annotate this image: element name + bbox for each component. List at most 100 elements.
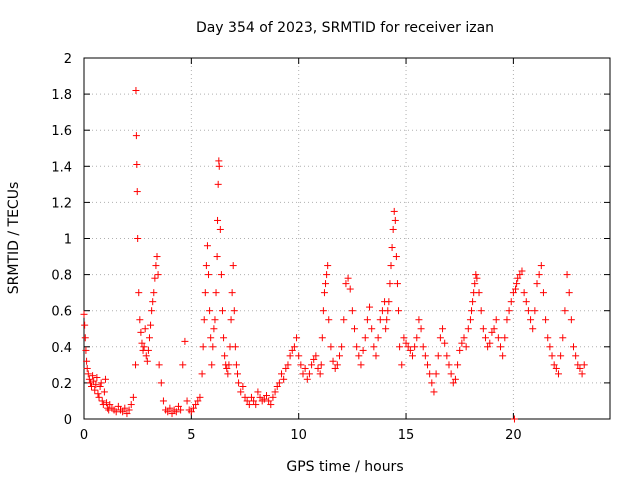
data-point [542,316,550,324]
data-point [348,307,356,315]
data-point [384,307,392,315]
y-tick-label: 0.2 [51,377,72,392]
data-point [142,352,150,360]
data-point [400,334,408,342]
data-point [183,397,191,405]
data-point [439,325,447,333]
data-point [548,352,556,360]
data-point [368,325,376,333]
data-point [533,280,541,288]
data-point [402,339,410,347]
data-point [441,339,449,347]
data-point [363,316,371,324]
data-point [308,361,316,369]
x-tick-label: 20 [505,428,522,443]
y-tick-label: 2 [64,52,72,67]
data-point [280,375,288,383]
data-point [241,393,249,401]
data-point [201,289,209,297]
y-tick-label: 0.8 [51,269,72,284]
data-point [426,370,434,378]
data-point [322,280,330,288]
data-point [273,383,281,391]
data-point [83,364,91,372]
data-point [140,343,148,351]
data-point [329,357,337,365]
data-point [220,334,228,342]
data-point [353,343,361,351]
data-point [518,267,526,275]
x-tick-label: 15 [398,428,415,443]
plot-frame [83,57,611,420]
data-point [522,298,530,306]
data-point [215,162,223,170]
data-point [576,364,584,372]
data-point [254,388,262,396]
data-point [200,316,208,324]
data-point [462,343,470,351]
data-point [112,408,120,416]
data-point [432,370,440,378]
data-point [166,404,174,412]
data-point [202,262,210,270]
data-point [464,325,472,333]
data-point [288,346,296,354]
y-tick-label: 1.4 [51,160,72,175]
y-axis: 0 0.2 0.4 0.6 0.8 1 1.2 1.4 1.6 1.8 2 [51,52,610,428]
data-point [90,377,98,385]
data-point [145,334,153,342]
data-point [174,402,182,410]
data-point [505,307,513,315]
data-point [301,364,309,372]
data-point [411,343,419,351]
data-point [346,285,354,293]
data-point [125,406,133,414]
data-point [227,316,235,324]
data-point [370,343,378,351]
data-point [229,262,237,270]
data-point [529,325,537,333]
data-point [565,289,573,297]
data-point [434,352,442,360]
data-point [225,361,233,369]
data-point [338,343,346,351]
data-point [207,334,215,342]
data-point [95,393,103,401]
data-point [421,352,429,360]
data-point [149,298,157,306]
data-point [524,307,532,315]
data-point [239,383,247,391]
data-point [168,410,176,418]
data-point [393,280,401,288]
data-point [316,370,324,378]
data-point [392,253,400,261]
data-point [208,361,216,369]
data-point [413,334,421,342]
data-point [317,361,325,369]
data-point [164,408,172,416]
data-point [503,316,511,324]
data-point [216,225,224,233]
data-point [147,321,155,329]
data-point [490,325,498,333]
data-point [514,274,522,282]
data-point [516,271,524,279]
y-tick-label: 0.4 [51,341,72,356]
data-point [196,393,204,401]
data-point [132,86,140,94]
data-point [135,289,143,297]
data-point [121,404,129,412]
data-point [282,364,290,372]
data-point [512,285,520,293]
data-point [199,343,207,351]
data-point [484,343,492,351]
data-point [486,339,494,347]
data-point [92,381,100,389]
data-point [404,343,412,351]
y-tick-label: 1.2 [51,196,72,211]
data-point [535,271,543,279]
x-tick-label: 5 [187,428,195,443]
data-point [210,325,218,333]
data-point [327,343,335,351]
data-point [509,289,517,297]
